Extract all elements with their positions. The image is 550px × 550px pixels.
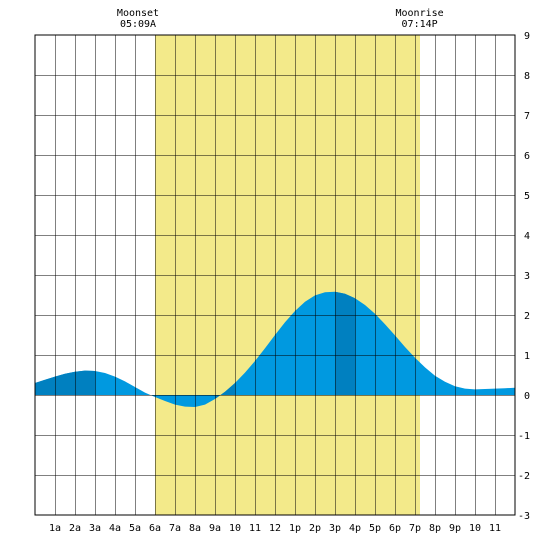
x-tick-label: 5a	[129, 523, 141, 534]
y-tick-label: 0	[524, 391, 530, 402]
moon-event-time: 05:09A	[120, 19, 156, 30]
x-tick-label: 5p	[369, 523, 381, 534]
y-tick-label: 6	[524, 151, 530, 162]
x-tick-label: 1a	[49, 523, 61, 534]
plot-border	[34, 34, 516, 516]
x-tick-label: 11	[249, 523, 261, 534]
x-tick-label: 2a	[69, 523, 81, 534]
x-tick-label: 4p	[349, 523, 361, 534]
x-tick-label: 3p	[329, 523, 341, 534]
y-tick-label: 1	[524, 351, 530, 362]
y-tick-label: 4	[524, 231, 530, 242]
x-tick-label: 8a	[189, 523, 201, 534]
x-tick-label: 1p	[289, 523, 301, 534]
y-tick-label: 9	[524, 31, 530, 42]
x-tick-label: 3a	[89, 523, 101, 534]
tide-dark-band	[335, 291, 355, 407]
y-tick-label: 3	[524, 271, 530, 282]
x-tick-label: 8p	[429, 523, 441, 534]
moon-event-time: 07:14P	[402, 19, 438, 30]
x-tick-label: 10	[229, 523, 241, 534]
y-tick-label: 2	[524, 311, 530, 322]
x-tick-label: 7p	[409, 523, 421, 534]
y-tick-label: -1	[518, 431, 530, 442]
y-tick-label: 5	[524, 191, 530, 202]
y-tick-label: 7	[524, 111, 530, 122]
x-tick-label: 2p	[309, 523, 321, 534]
y-axis-ticks: 9 8 7 6 5 4 3 2 1 0 -1 -2 -3	[518, 31, 530, 522]
x-tick-label: 12	[269, 523, 281, 534]
x-tick-label: 6p	[389, 523, 401, 534]
y-tick-label: 8	[524, 71, 530, 82]
x-tick-label: 7a	[169, 523, 181, 534]
x-tick-label: 11	[489, 523, 501, 534]
y-tick-label: -2	[518, 471, 530, 482]
x-tick-label: 4a	[109, 523, 121, 534]
x-tick-label: 6a	[149, 523, 161, 534]
x-tick-label: 9p	[449, 523, 461, 534]
moon-event-label: Moonset	[117, 8, 159, 19]
moon-event-label: Moonrise	[396, 8, 444, 19]
x-tick-label: 10	[469, 523, 481, 534]
x-axis-ticks: 1a 2a 3a 4a 5a 6a 7a 8a 9a 10 11 12 1p 2p 3p 4p 5p 6p 7p 8p…	[49, 523, 501, 534]
x-tick-label: 9a	[209, 523, 221, 534]
y-tick-label: -3	[518, 511, 530, 522]
grid	[34, 34, 516, 516]
